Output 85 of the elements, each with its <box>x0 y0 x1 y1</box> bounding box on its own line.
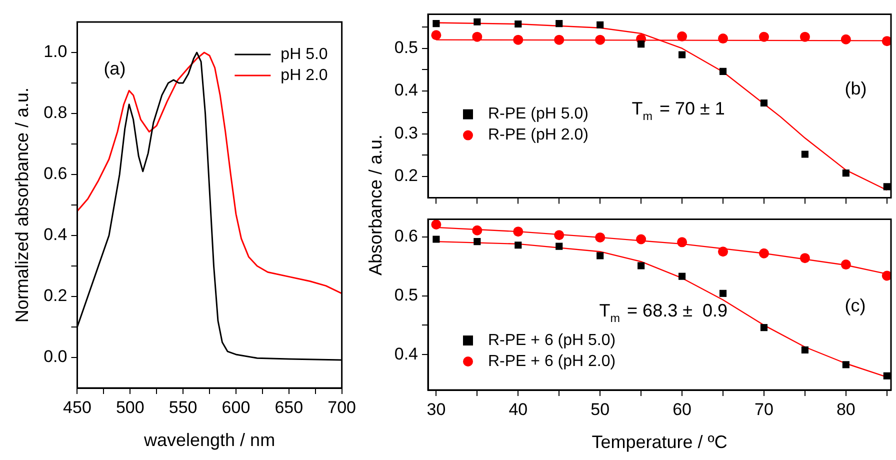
point <box>596 252 604 260</box>
y-tick-label: 0.5 <box>394 285 418 304</box>
y-axis-title: Normalized absorbance / a.u. <box>12 87 32 323</box>
point <box>718 246 728 257</box>
point <box>431 30 442 40</box>
legend-label: pH 5.0 <box>280 46 328 63</box>
point <box>474 18 481 26</box>
point <box>677 237 688 248</box>
x-tick-label: 60 <box>672 400 692 419</box>
x-axis-title: Temperature / ºC <box>592 432 728 452</box>
x-tick-label: 70 <box>754 400 774 419</box>
annotation: (b) <box>844 78 867 98</box>
x-tick-label: 550 <box>168 398 198 417</box>
point <box>472 225 482 236</box>
x-tick-label: 500 <box>116 398 144 417</box>
x-tick-label: 80 <box>836 400 856 419</box>
x-tick-label: 600 <box>222 398 250 417</box>
point <box>474 238 481 246</box>
annotation: (a) <box>104 58 126 79</box>
y-tick-label: 0.8 <box>44 103 68 122</box>
y-tick-label: 1.0 <box>44 42 68 62</box>
point <box>432 20 440 28</box>
point <box>556 20 563 28</box>
x-tick-label: 50 <box>590 400 610 419</box>
legend-label: R-PE + 6 (pH 5.0) <box>488 332 616 349</box>
y-tick-label: 0.0 <box>44 347 68 366</box>
point <box>678 51 686 58</box>
point <box>801 346 808 354</box>
legend-label: R-PE (pH 2.0) <box>488 126 588 144</box>
point <box>554 230 564 240</box>
point <box>882 270 891 281</box>
x-tick-label: 40 <box>508 400 528 419</box>
x-tick-label: 450 <box>63 398 92 417</box>
y-tick-label: 0.2 <box>394 166 418 186</box>
legend-label: R-PE (pH 5.0) <box>488 106 588 123</box>
point <box>800 253 810 264</box>
point <box>840 260 851 270</box>
legend-label: R-PE + 6 (pH 2.0) <box>488 352 616 370</box>
y-tick-label: 0.4 <box>394 344 418 364</box>
point <box>432 236 440 243</box>
point <box>596 21 604 28</box>
y-tick-label: 0.3 <box>394 123 418 142</box>
annotation: (c) <box>844 295 866 316</box>
point <box>638 40 645 48</box>
y-tick-label: 0.5 <box>394 38 418 58</box>
point <box>760 99 768 107</box>
point <box>514 242 522 249</box>
y-tick-label: 0.4 <box>44 225 68 244</box>
point <box>431 220 442 230</box>
point <box>842 361 850 368</box>
x-tick-label: 700 <box>328 398 356 417</box>
point <box>760 324 768 332</box>
x-tick-label: 650 <box>274 398 304 417</box>
x-tick-label: 30 <box>426 400 446 419</box>
point <box>636 234 646 244</box>
y-tick-label: 0.6 <box>394 226 418 246</box>
point <box>882 36 891 46</box>
point <box>883 372 890 380</box>
point <box>677 31 688 42</box>
point <box>595 232 606 242</box>
point <box>472 32 482 42</box>
point <box>842 170 850 177</box>
y-axis-title: Absorbance / a.u. <box>366 134 386 276</box>
point <box>513 34 524 45</box>
point <box>556 242 563 250</box>
point <box>758 32 769 42</box>
point <box>840 34 851 44</box>
point <box>513 226 524 237</box>
point <box>514 20 522 28</box>
point <box>718 34 728 44</box>
y-tick-label: 0.6 <box>44 164 68 184</box>
point <box>719 290 727 297</box>
point <box>883 183 890 190</box>
point <box>678 272 686 280</box>
y-tick-label: 0.4 <box>394 80 418 100</box>
y-tick-label: 0.2 <box>44 286 68 306</box>
point <box>554 34 564 45</box>
x-axis-title: wavelength / nm <box>142 430 276 450</box>
point <box>801 150 808 158</box>
point <box>595 34 606 45</box>
point <box>800 32 810 42</box>
point <box>719 68 727 75</box>
point <box>638 262 645 270</box>
point <box>758 248 769 258</box>
legend-label: pH 2.0 <box>280 66 328 84</box>
